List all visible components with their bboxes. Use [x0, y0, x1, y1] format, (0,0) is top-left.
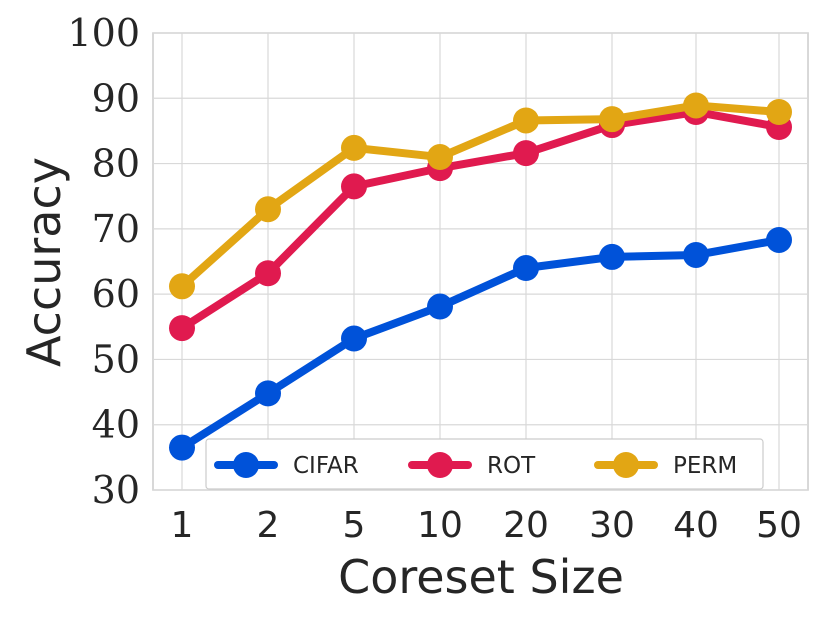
y-tick-label-5: 80	[92, 142, 140, 186]
legend-item-cifar: CIFAR	[214, 452, 359, 479]
y-tick-labels: 30 40 50 60 70 80 90 100	[67, 11, 140, 512]
point-cifar-1	[169, 434, 195, 461]
series-group	[169, 92, 792, 461]
plot-area	[152, 32, 809, 491]
legend-label-rot: ROT	[487, 453, 536, 479]
series-cifar	[169, 226, 792, 461]
point-perm-40	[683, 92, 709, 119]
point-perm-10	[427, 144, 453, 171]
legend-item-perm: PERM	[594, 452, 737, 479]
y-tick-label-2: 50	[92, 337, 140, 381]
point-rot-1	[169, 315, 195, 342]
legend-marker-cifar	[233, 452, 259, 478]
y-tick-label-3: 60	[92, 272, 140, 316]
point-perm-5	[341, 134, 367, 161]
point-cifar-30	[599, 243, 625, 270]
x-axis-label: Coreset Size	[338, 550, 624, 604]
legend-marker-perm	[613, 452, 639, 478]
x-tick-label-3: 10	[417, 505, 463, 546]
point-perm-2	[255, 196, 281, 223]
legend-label-perm: PERM	[673, 453, 737, 479]
x-tick-label-6: 40	[673, 505, 719, 546]
x-tick-label-0: 1	[171, 505, 194, 546]
point-cifar-50	[766, 226, 792, 253]
legend-marker-rot	[427, 452, 453, 478]
legend: CIFAR ROT PERM	[205, 438, 764, 490]
y-tick-label-0: 30	[92, 468, 140, 512]
legend-label-cifar: CIFAR	[293, 453, 359, 479]
point-perm-1	[169, 273, 195, 300]
point-perm-30	[599, 106, 625, 133]
point-rot-5	[341, 173, 367, 200]
point-perm-20	[513, 107, 539, 134]
y-tick-label-6: 90	[92, 76, 140, 120]
series-line-cifar	[178, 235, 783, 452]
point-perm-50	[766, 98, 792, 125]
point-cifar-5	[341, 325, 367, 352]
series-line-perm	[178, 101, 783, 291]
y-tick-label-7: 100	[67, 11, 140, 55]
series-line-rot	[178, 107, 783, 333]
y-tick-label-4: 70	[92, 207, 140, 251]
x-tick-labels: 1 2 5 10 20 30 40 50	[171, 505, 802, 546]
point-rot-2	[255, 260, 281, 287]
y-axis-label: Accuracy	[17, 157, 71, 367]
x-tick-label-1: 2	[257, 505, 280, 546]
point-cifar-10	[427, 293, 453, 320]
point-cifar-20	[513, 255, 539, 282]
point-cifar-2	[255, 380, 281, 407]
x-tick-label-4: 20	[503, 505, 549, 546]
legend-item-rot: ROT	[408, 452, 536, 479]
y-tick-label-1: 40	[92, 403, 140, 447]
series-perm	[169, 92, 792, 300]
point-rot-20	[513, 140, 539, 167]
x-tick-label-5: 30	[589, 505, 635, 546]
x-tick-label-2: 5	[343, 505, 366, 546]
x-tick-label-7: 50	[756, 505, 802, 546]
point-cifar-40	[683, 241, 709, 268]
